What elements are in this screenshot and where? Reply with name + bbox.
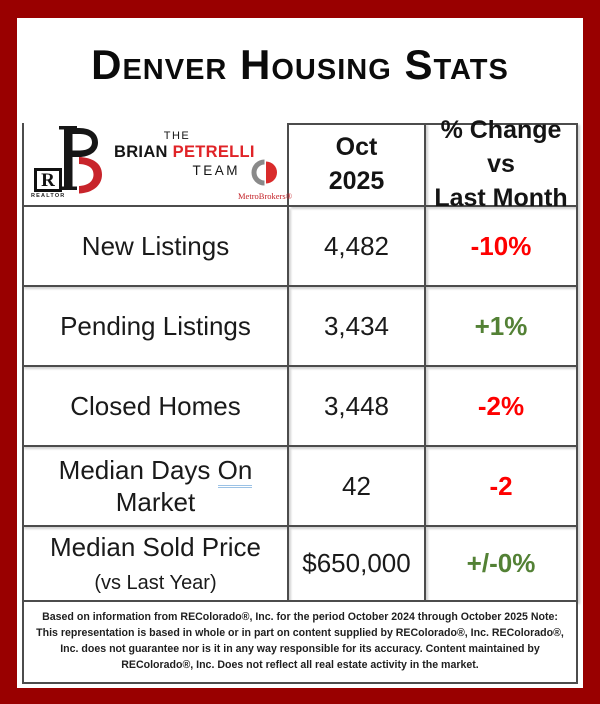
logo-team: TEAM	[192, 163, 240, 178]
table-row-closed-homes-value: 3,448	[289, 367, 426, 447]
header-change: % Change vs Last Month	[426, 116, 578, 212]
row-label: Pending Listings	[60, 310, 251, 341]
header-change-line2: Last Month	[434, 183, 568, 212]
table-row-new-listings-label: New Listings	[22, 207, 289, 287]
realtor-letter: R	[41, 169, 55, 191]
table-row-new-listings-change: -10%	[426, 207, 578, 287]
table-row-pending-listings-change: +1%	[426, 287, 578, 367]
table-row-closed-homes-change: -2%	[426, 367, 578, 447]
row-value: 3,448	[323, 390, 390, 421]
page-title: Denver Housing Stats	[91, 41, 509, 88]
row-label: New Listings	[81, 230, 230, 261]
brian-petrelli-wordmark: THE BRIAN PETRELLI TEAM	[114, 130, 254, 178]
table-row-median-days-change: -2	[426, 447, 578, 527]
header-period: Oct 2025	[289, 123, 426, 207]
metrobrokers-logo: MetroBrokers®	[238, 159, 293, 201]
table-row-pending-listings-value: 3,434	[289, 287, 426, 367]
table-row-median-days-value: 42	[289, 447, 426, 527]
table-row-new-listings-value: 4,482	[289, 207, 426, 287]
housing-stats-table: R REALTOR THE BRIAN PETRELLI TEAM MetroB…	[22, 116, 578, 602]
row-change: +/-0%	[466, 548, 536, 578]
realtor-label: REALTOR	[31, 193, 66, 199]
logo-petrelli: PETRELLI	[172, 143, 255, 161]
logo-name: BRIAN PETRELLI	[114, 143, 254, 162]
metrobrokers-label: MetroBrokers®	[238, 191, 293, 201]
row-label: Closed Homes	[70, 390, 241, 421]
logo-cell: R REALTOR THE BRIAN PETRELLI TEAM MetroB…	[22, 123, 293, 207]
row-label-underlined-word: On	[217, 454, 253, 488]
row-change: -2	[489, 470, 513, 501]
header-period-year: 2025	[328, 167, 385, 195]
row-label-line2: Market	[115, 487, 196, 517]
table-row-median-days-label: Median Days On Market	[22, 447, 289, 527]
header-period-month: Oct	[335, 133, 378, 162]
table-row-closed-homes-label: Closed Homes	[22, 367, 289, 447]
row-value: 4,482	[323, 230, 390, 261]
logo-the: THE	[163, 130, 191, 142]
logo-brian: BRIAN	[114, 143, 168, 161]
disclaimer-box: Based on information from REColorado®, I…	[22, 600, 578, 684]
table-row-pending-listings-label: Pending Listings	[22, 287, 289, 367]
row-change: +1%	[474, 310, 528, 341]
row-change: -2%	[477, 390, 525, 421]
table-row-median-price-value: $650,000	[289, 527, 426, 602]
row-label-line2: (vs Last Year)	[94, 571, 217, 594]
row-label: Median Days On Market	[59, 454, 253, 519]
brian-petrelli-b-icon	[55, 124, 107, 199]
table-row-median-price-label: Median Sold Price (vs Last Year)	[22, 527, 289, 602]
row-label-pre: Median Days	[58, 454, 211, 485]
realtor-r-icon: R	[34, 168, 62, 192]
metrobrokers-circle-icon	[251, 159, 277, 186]
row-label-line1: Median Sold Price	[50, 532, 261, 562]
disclaimer-text: Based on information from REColorado®, I…	[36, 611, 564, 671]
row-value: $650,000	[302, 548, 411, 578]
row-label: Median Sold Price (vs Last Year)	[50, 531, 261, 596]
row-change: -10%	[470, 230, 532, 261]
table-row-median-price-change: +/-0%	[426, 527, 578, 602]
header-change-line1: % Change vs	[440, 116, 562, 179]
row-value: 42	[342, 470, 371, 501]
row-value: 3,434	[323, 310, 390, 341]
realtor-logo: R REALTOR	[31, 168, 65, 199]
flyer-content-area: Denver Housing Stats R REALTOR	[17, 18, 583, 688]
